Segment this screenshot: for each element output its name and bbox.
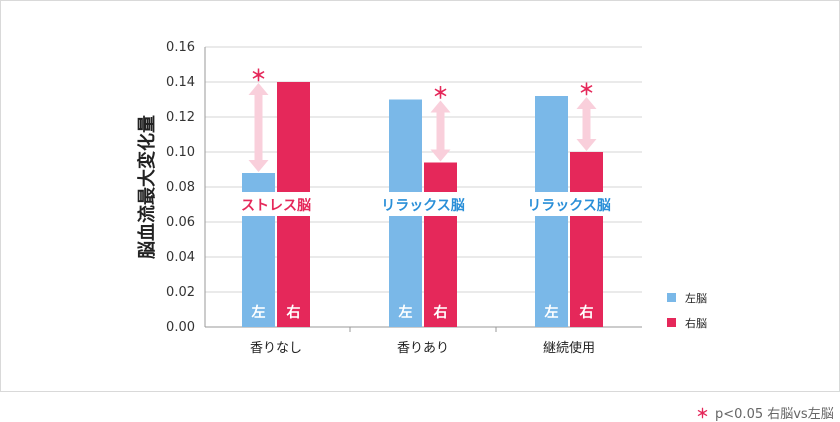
annotation-backing: [224, 192, 328, 216]
y-tick-label: 0.10: [166, 145, 195, 160]
y-tick-label: 0.02: [166, 285, 195, 300]
y-tick-label: 0.08: [166, 180, 195, 195]
category-label: 継続使用: [543, 340, 595, 356]
state-annotation: リラックス脳: [527, 197, 611, 214]
footnote-text: p<0.05 右脳vs左脳: [715, 407, 834, 422]
state-annotations: ストレス脳 リラックス脳 リラックス脳: [224, 192, 621, 216]
legend-label: 右脳: [685, 316, 707, 330]
state-annotation: リラックス脳: [381, 197, 465, 214]
bar-side-label: 右: [433, 304, 448, 321]
bar-right: [424, 162, 457, 327]
legend-label: 左脳: [685, 292, 707, 305]
significance-star: ＊: [250, 66, 266, 85]
bar-side-label: 左: [251, 304, 266, 321]
footnote-star: ＊: [696, 407, 710, 422]
bar-right: [570, 152, 603, 327]
y-tick-labels: 0.00 0.02 0.04 0.06 0.08 0.10 0.12 0.14 0.16: [166, 40, 195, 335]
category-label: 香りなし: [250, 341, 302, 356]
significance-arrow: [430, 100, 451, 162]
significance-star: ＊: [578, 80, 594, 99]
bar-side-label: 左: [544, 304, 559, 321]
footnote: ＊ p<0.05 右脳vs左脳: [696, 403, 834, 422]
significance-star: ＊: [432, 84, 448, 103]
annotation-backing: [371, 192, 475, 216]
y-tick-label: 0.14: [166, 75, 195, 90]
significance-arrow: [248, 83, 269, 172]
y-tick-label: 0.00: [166, 320, 195, 335]
category-label: 香りあり: [397, 341, 449, 356]
legend-swatch: [667, 318, 676, 327]
y-axis-label: 脳血流最大変化量: [136, 115, 158, 259]
legend-swatch: [667, 293, 676, 302]
bar-side-label: 右: [579, 304, 594, 321]
state-annotation: ストレス脳: [241, 197, 311, 214]
annotation-backing: [517, 192, 621, 216]
bar-side-label: 左: [398, 304, 413, 321]
y-tick-label: 0.12: [166, 110, 195, 125]
y-tick-label: 0.16: [166, 40, 195, 55]
y-tick-label: 0.04: [166, 250, 195, 265]
category-labels: 香りなし 香りあり 継続使用: [250, 340, 595, 356]
significance-arrow: [576, 97, 597, 151]
bar-side-label: 右: [286, 304, 301, 321]
y-tick-label: 0.06: [166, 215, 195, 230]
significance-arrows: ＊ ＊ ＊: [248, 66, 597, 172]
